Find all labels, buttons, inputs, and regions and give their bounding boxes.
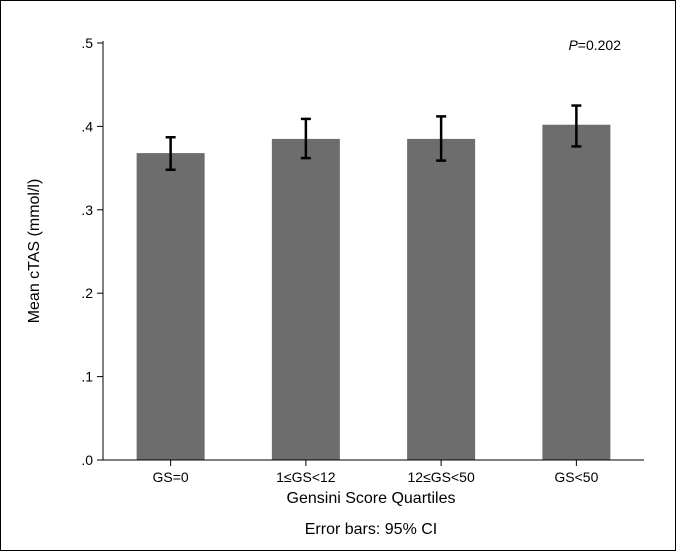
y-tick-label-1: .1: [81, 369, 93, 385]
y-tick-label-5: .5: [81, 35, 93, 51]
p-value-text: =0.202: [578, 37, 621, 53]
p-value-annotation: P=0.202: [568, 37, 621, 53]
bar-4: [542, 124, 611, 461]
y-tick-label-4: .4: [81, 118, 93, 134]
x-tick-label-1: GS=0: [153, 469, 189, 485]
y-tick-label-2: .2: [81, 285, 93, 301]
x-tick-label-3: 12≤GS<50: [408, 469, 475, 485]
y-tick-label-0: .0: [81, 452, 93, 468]
bars-group: [136, 124, 611, 461]
error-bars-note: Error bars: 95% CI: [305, 521, 437, 538]
bar-2: [271, 138, 340, 460]
p-value-prefix: P: [568, 37, 578, 53]
x-tick-label-2: 1≤GS<12: [276, 469, 336, 485]
x-axis-label: Gensini Score Quartiles: [287, 490, 456, 507]
x-axis: GS=0 1≤GS<12 12≤GS<50 GS<50: [103, 459, 644, 485]
x-tick-label-4: GS<50: [554, 469, 598, 485]
bar-3: [407, 138, 476, 460]
bar-1: [136, 153, 205, 460]
error-bars-group: [165, 104, 582, 172]
y-tick-label-3: .3: [81, 202, 93, 218]
y-axis: .0 .1 .2 .3 .4 .5: [81, 35, 104, 468]
y-axis-label: Mean cTAS (mmol/l): [26, 179, 43, 324]
